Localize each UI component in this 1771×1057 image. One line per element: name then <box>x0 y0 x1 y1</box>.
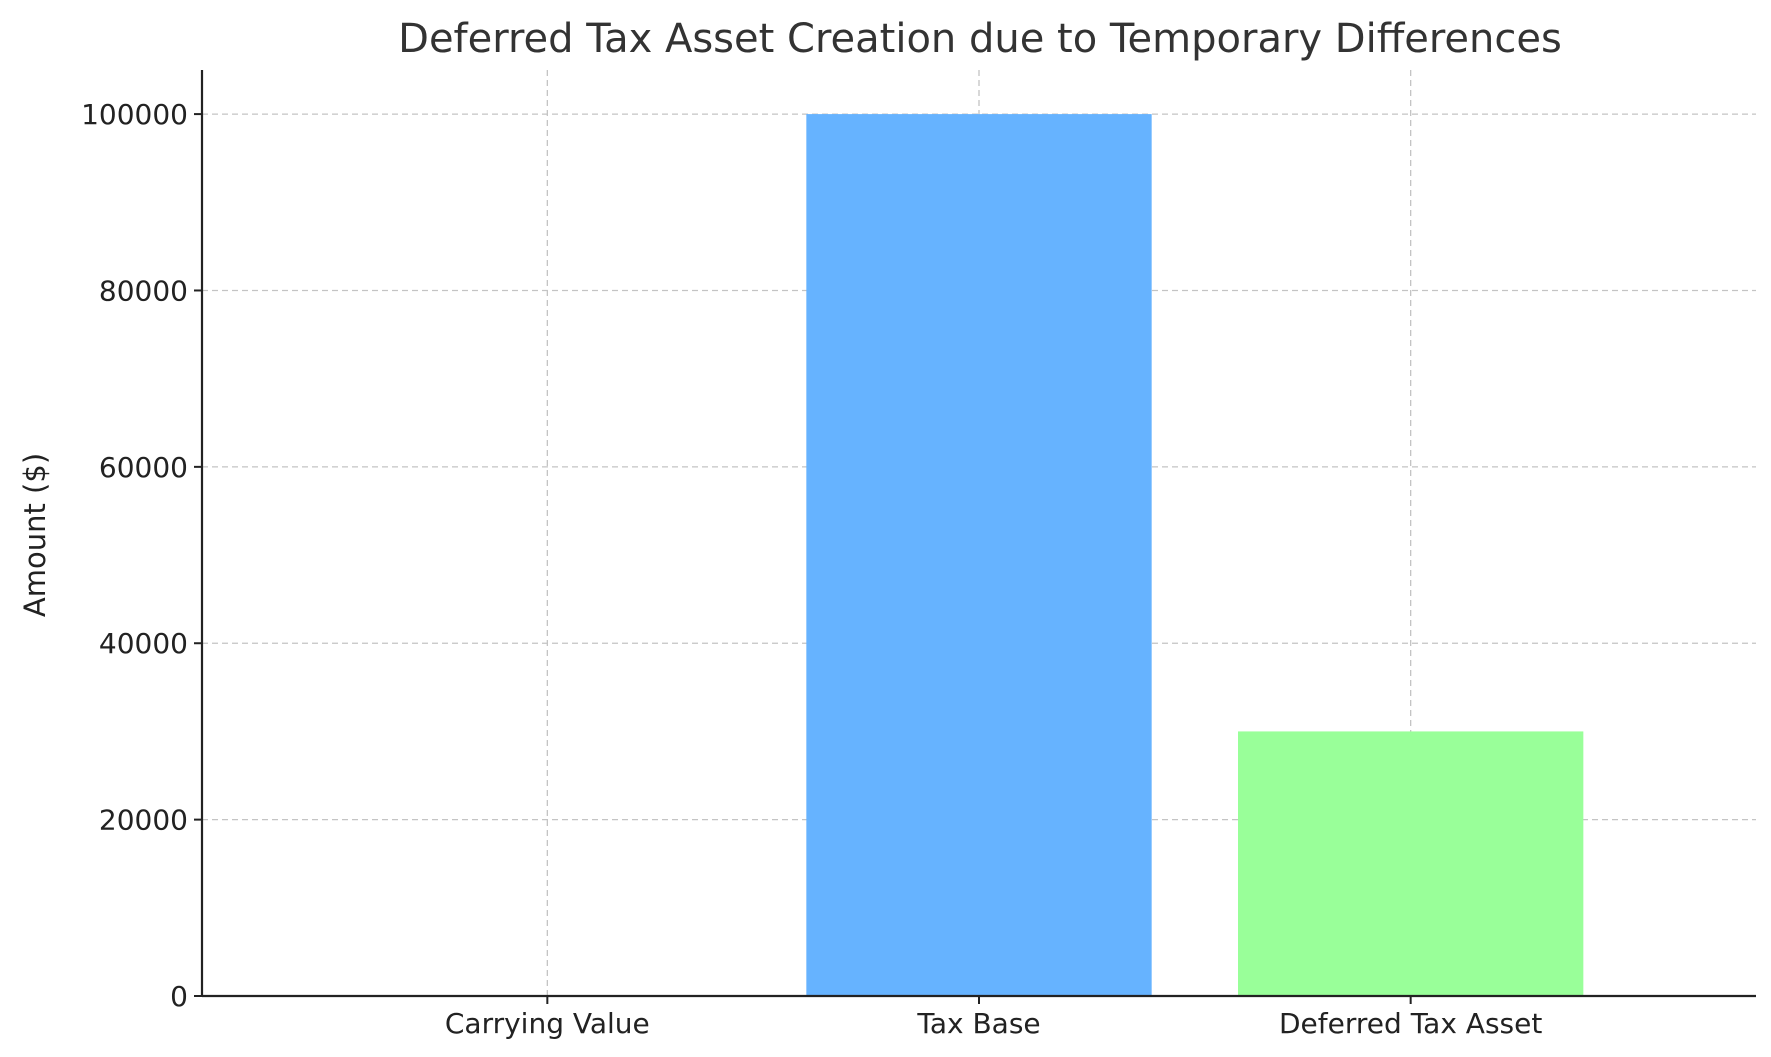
y-tick-label: 100000 <box>81 98 188 131</box>
y-tick-label: 80000 <box>99 274 188 307</box>
bars <box>806 114 1584 997</box>
y-tick-labels: 0 20000 40000 60000 80000 100000 <box>81 98 188 1013</box>
x-tick-label: Carrying Value <box>445 1007 650 1040</box>
y-tick-label: 0 <box>170 980 188 1013</box>
axes <box>194 70 1756 1004</box>
y-tick-label: 40000 <box>99 627 188 660</box>
x-tick-labels: Carrying Value Tax Base Deferred Tax Asset <box>445 1007 1542 1040</box>
bar-tax-base <box>806 114 1152 997</box>
y-tick-label: 20000 <box>99 804 188 837</box>
x-tick-label: Tax Base <box>916 1007 1040 1040</box>
y-axis-label: Amount ($) <box>18 453 52 617</box>
x-tick-label: Deferred Tax Asset <box>1279 1007 1542 1040</box>
chart-title: Deferred Tax Asset Creation due to Tempo… <box>398 16 1562 62</box>
bar-deferred-tax-asset <box>1238 731 1584 996</box>
y-tick-label: 60000 <box>99 451 188 484</box>
